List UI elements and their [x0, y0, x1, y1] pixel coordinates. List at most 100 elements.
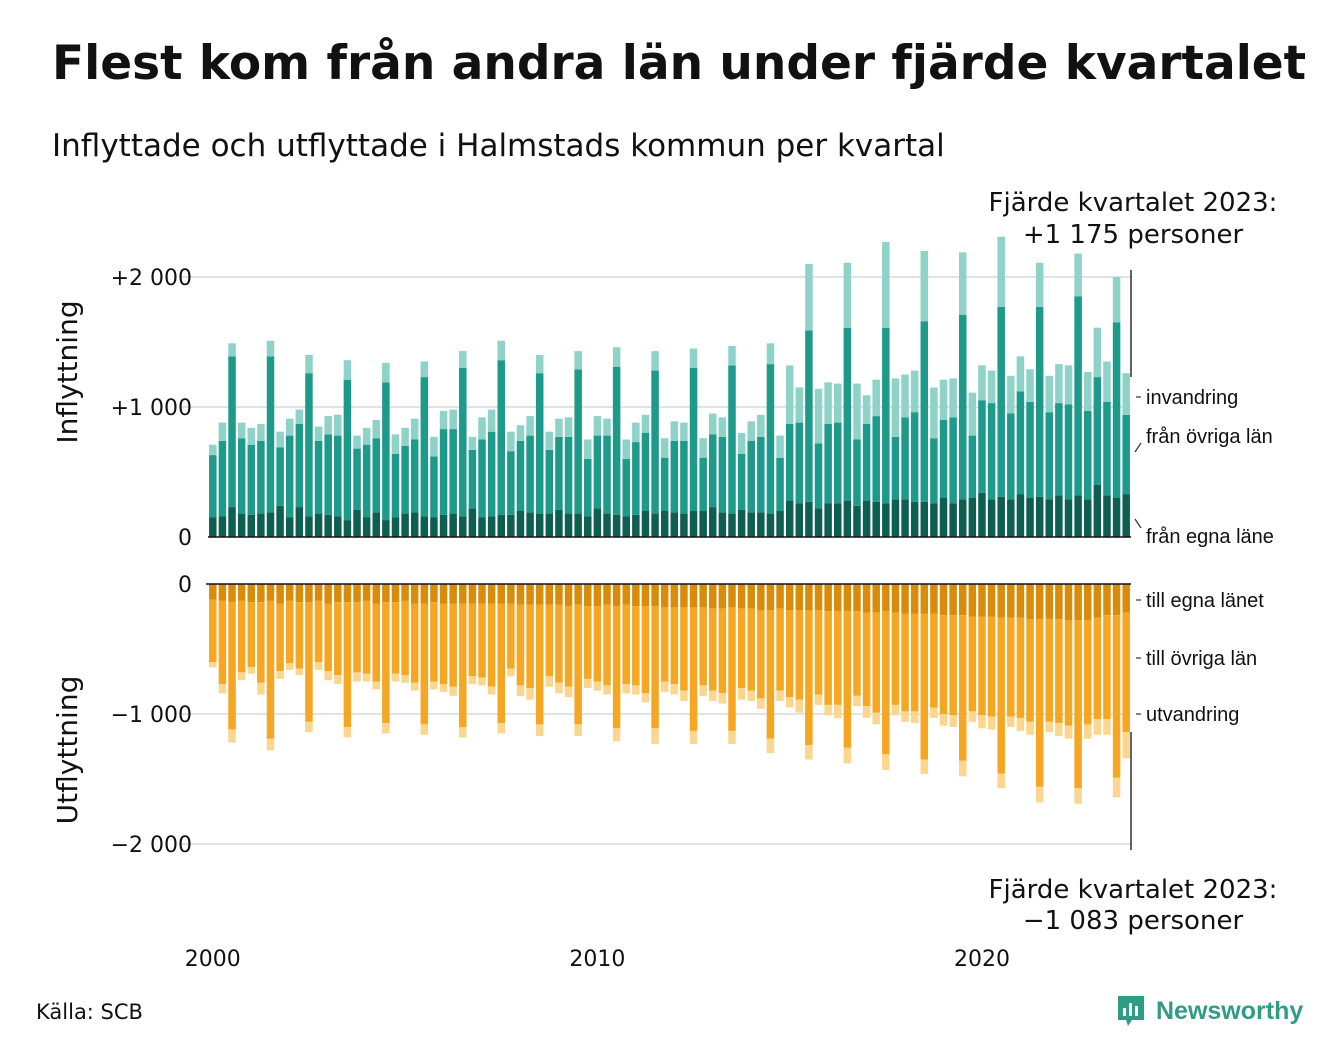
- bar-segment: [891, 612, 900, 705]
- bar-segment: [689, 368, 698, 511]
- bar-segment: [795, 610, 804, 700]
- bar-segment: [747, 421, 755, 441]
- y-tick-label: +1 000: [111, 396, 192, 421]
- bar-segment: [1007, 499, 1015, 537]
- bar-segment: [997, 306, 1005, 497]
- bar-segment: [420, 377, 429, 517]
- bar-segment: [651, 513, 659, 537]
- bar-segment: [814, 610, 823, 695]
- bar-segment: [247, 602, 256, 668]
- bar-segment: [728, 365, 736, 514]
- bar-segment: [901, 417, 909, 500]
- bar-segment: [1045, 412, 1054, 500]
- bar-segment: [343, 520, 352, 537]
- bar-segment: [1026, 401, 1034, 498]
- bar-segment: [295, 423, 304, 508]
- bar-segment: [862, 706, 871, 718]
- bar-segment: [737, 584, 746, 609]
- bar-segment: [574, 351, 582, 370]
- bar-segment: [430, 517, 438, 537]
- bar-segment: [526, 512, 534, 537]
- bar-segment: [526, 604, 534, 688]
- bar-segment: [776, 608, 784, 691]
- bar-segment: [660, 438, 669, 458]
- bar-segment: [1055, 495, 1063, 537]
- bar-segment: [555, 682, 563, 694]
- bar-segment: [1016, 494, 1025, 537]
- bar-segment: [257, 440, 265, 514]
- bar-segment: [1045, 499, 1054, 537]
- bar-segment: [584, 439, 592, 459]
- bar-segment: [314, 513, 323, 537]
- bar-segment: [401, 446, 409, 514]
- bar-segment: [641, 433, 650, 511]
- bar-segment: [362, 600, 371, 674]
- bar-segment: [324, 514, 332, 537]
- bar-segment: [853, 383, 861, 440]
- bar-segment: [689, 607, 698, 731]
- bar-segment: [362, 427, 371, 445]
- bar-segment: [612, 728, 621, 742]
- bar-segment: [1083, 499, 1092, 537]
- bar-segment: [1064, 584, 1073, 621]
- bar-segment: [535, 604, 544, 725]
- bar-segment: [776, 690, 784, 701]
- bar-segment: [555, 418, 563, 437]
- bar-segment: [334, 435, 342, 517]
- bar-segment: [362, 517, 371, 537]
- bar-segment: [660, 584, 669, 608]
- bar-segment: [324, 416, 332, 435]
- bar-segment: [391, 453, 400, 518]
- bar-segment: [391, 434, 400, 454]
- bar-segment: [535, 373, 544, 514]
- bar-segment: [882, 754, 890, 770]
- bar-segment: [584, 678, 592, 688]
- bar-segment: [593, 435, 602, 509]
- bar-segment: [689, 348, 698, 368]
- bar-segment: [766, 738, 775, 753]
- bar-segment: [930, 707, 938, 718]
- bar-segment: [814, 584, 823, 610]
- bar-segment: [564, 584, 573, 607]
- bar-segment: [968, 584, 977, 617]
- bar-segment: [382, 362, 390, 383]
- bar-segment: [574, 604, 582, 725]
- bar-segment: [1112, 322, 1121, 498]
- bar-segment: [834, 611, 842, 705]
- bar-segment: [545, 513, 554, 537]
- bar-segment: [526, 688, 534, 700]
- bar-segment: [882, 327, 890, 504]
- bar-segment: [209, 455, 217, 518]
- bar-segment: [372, 420, 381, 439]
- bar-segment: [507, 668, 515, 677]
- bar-segment: [834, 383, 842, 423]
- bar-segment: [939, 714, 948, 726]
- bar-segment: [391, 673, 400, 682]
- bar-segment: [737, 608, 746, 688]
- bar-segment: [391, 584, 400, 603]
- bar-segment: [401, 584, 409, 601]
- bar-segment: [1122, 373, 1130, 415]
- bar-segment: [593, 681, 602, 691]
- bar-segment: [449, 603, 457, 687]
- bar-segment: [1074, 253, 1082, 297]
- bar-segment: [439, 584, 448, 604]
- bar-segment: [247, 427, 256, 445]
- y-tick-label: +2 000: [111, 266, 192, 291]
- bar-segment: [334, 675, 342, 685]
- bar-segment: [1074, 788, 1082, 804]
- bar-segment: [612, 347, 621, 367]
- bar-segment: [410, 682, 419, 691]
- bar-segment: [526, 584, 534, 605]
- bar-segment: [728, 584, 736, 608]
- bar-segment: [978, 584, 986, 617]
- bar-segment: [1083, 410, 1092, 500]
- bar-segment: [901, 711, 909, 722]
- bar-segment: [728, 513, 736, 537]
- bar-segment: [555, 604, 563, 683]
- bar-segment: [728, 345, 736, 366]
- bar-segment: [660, 607, 669, 682]
- bar-segment: [1093, 327, 1102, 378]
- bar-segment: [959, 584, 967, 616]
- y-axis-label-inflow: Inflyttning: [51, 300, 84, 443]
